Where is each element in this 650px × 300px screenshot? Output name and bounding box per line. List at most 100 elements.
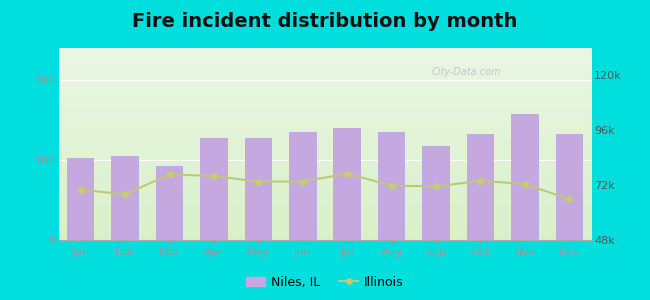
Bar	[58, 163, 592, 164]
Bar	[58, 126, 592, 127]
Bar	[58, 57, 592, 58]
Bar	[58, 88, 592, 89]
Bar	[58, 119, 592, 120]
Bar	[58, 96, 592, 97]
Bar	[58, 139, 592, 140]
Bar	[58, 78, 592, 79]
Bar	[58, 80, 592, 81]
Bar	[58, 61, 592, 62]
Bar	[58, 74, 592, 75]
Bar	[58, 103, 592, 104]
Bar	[58, 82, 592, 83]
Bar	[58, 159, 592, 160]
Bar	[58, 52, 592, 53]
Bar	[58, 236, 592, 237]
Bar	[58, 179, 592, 181]
Bar	[58, 211, 592, 212]
Bar	[58, 187, 592, 188]
Bar	[58, 131, 592, 133]
Bar	[58, 100, 592, 101]
Text: City-Data.com: City-Data.com	[432, 67, 501, 77]
Bar	[58, 85, 592, 86]
Bar	[58, 214, 592, 215]
Bar	[58, 197, 592, 198]
Bar	[58, 54, 592, 55]
Bar	[58, 157, 592, 158]
Bar	[58, 86, 592, 87]
Bar	[58, 50, 592, 51]
Bar	[58, 229, 592, 230]
Bar	[58, 149, 592, 150]
Bar	[58, 172, 592, 173]
Legend: Niles, IL, Illinois: Niles, IL, Illinois	[241, 271, 409, 294]
Bar	[58, 138, 592, 139]
Bar	[58, 190, 592, 191]
Bar	[58, 170, 592, 171]
Bar	[58, 178, 592, 179]
Bar	[58, 48, 592, 49]
Bar	[58, 230, 592, 231]
Bar	[58, 193, 592, 194]
Bar	[58, 94, 592, 95]
Bar	[58, 143, 592, 144]
Bar	[200, 138, 227, 240]
Bar	[58, 87, 592, 88]
Bar	[58, 181, 592, 182]
Bar	[58, 202, 592, 203]
Bar	[58, 212, 592, 213]
Bar	[58, 206, 592, 207]
Bar	[58, 203, 592, 205]
Bar	[58, 109, 592, 110]
Bar	[58, 70, 592, 71]
Bar	[58, 106, 592, 107]
Bar	[58, 114, 592, 115]
Bar	[58, 225, 592, 226]
Bar	[58, 194, 592, 195]
Bar	[58, 207, 592, 208]
Bar	[289, 132, 317, 240]
Bar	[58, 97, 592, 98]
Bar	[58, 217, 592, 218]
Bar	[58, 51, 592, 52]
Bar	[58, 177, 592, 178]
Bar	[58, 191, 592, 192]
Bar	[58, 169, 592, 170]
Bar	[58, 91, 592, 92]
Bar	[58, 184, 592, 185]
Bar	[58, 82, 592, 83]
Bar	[58, 215, 592, 216]
Bar	[58, 186, 592, 187]
Bar	[244, 138, 272, 240]
Bar	[58, 173, 592, 174]
Bar	[58, 69, 592, 70]
Bar	[58, 111, 592, 112]
Bar	[58, 160, 592, 161]
Bar	[58, 102, 592, 103]
Bar	[58, 148, 592, 149]
Bar	[58, 162, 592, 163]
Bar	[58, 219, 592, 220]
Bar	[58, 79, 592, 80]
Bar	[58, 123, 592, 124]
Bar	[58, 117, 592, 118]
Bar	[58, 176, 592, 177]
Bar	[58, 71, 592, 72]
Bar	[58, 116, 592, 117]
Bar	[67, 158, 94, 240]
Bar	[58, 183, 592, 184]
Bar	[58, 168, 592, 169]
Bar	[58, 113, 592, 114]
Bar	[58, 222, 592, 223]
Bar	[58, 185, 592, 186]
Bar	[58, 199, 592, 200]
Bar	[111, 156, 139, 240]
Bar	[58, 239, 592, 240]
Bar	[58, 235, 592, 236]
Bar	[58, 85, 592, 86]
Bar	[58, 182, 592, 183]
Bar	[58, 81, 592, 82]
Bar	[58, 196, 592, 197]
Bar	[58, 140, 592, 141]
Bar	[58, 49, 592, 50]
Bar	[58, 151, 592, 152]
